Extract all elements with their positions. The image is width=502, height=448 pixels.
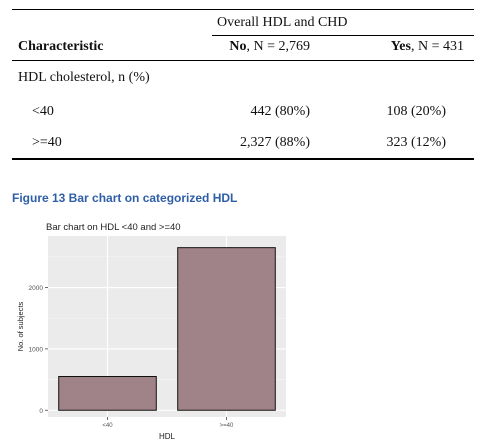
- bar: [177, 247, 276, 411]
- y-tick-label: 0: [39, 408, 43, 415]
- header-no: No, N = 2,769: [110, 39, 310, 55]
- y-tick-label: 2000: [29, 285, 44, 292]
- x-tick-label: <40: [102, 423, 113, 429]
- header-characteristic: Characteristic: [18, 39, 104, 54]
- table-spanner: Overall HDL and CHD: [217, 15, 348, 30]
- bar: [58, 376, 157, 411]
- table-top-rule: [12, 9, 474, 10]
- row-label: <40: [32, 104, 54, 119]
- table-bottom-rule: [12, 158, 474, 160]
- header-no-count: , N = 2,769: [246, 39, 310, 54]
- row-no-value: 442 (80%): [250, 104, 311, 119]
- spanner-rule: [212, 35, 474, 36]
- header-rule: [12, 60, 474, 61]
- y-tick-label: 1000: [29, 346, 44, 353]
- header-yes-count: , N = 431: [410, 39, 464, 54]
- header-no-label: No: [229, 39, 247, 54]
- header-yes-label: Yes: [390, 39, 411, 54]
- group-label: HDL cholesterol, n (%): [18, 70, 150, 85]
- row-label: >=40: [32, 135, 62, 150]
- row-yes-value: 108 (20%): [386, 104, 447, 119]
- figure-caption: Figure 13 Bar chart on categorized HDL: [12, 191, 238, 205]
- row-no-value: 2,327 (88%): [240, 135, 310, 150]
- x-axis-label: HDL: [159, 432, 176, 440]
- chart-title: Bar chart on HDL <40 and >=40: [46, 222, 181, 233]
- y-axis-label: No. of subjects: [16, 301, 25, 351]
- x-tick-label: >=40: [220, 423, 234, 429]
- row-yes-value: 323 (12%): [386, 135, 447, 150]
- bar-chart-svg: Bar chart on HDL <40 and >=40 0 1000 2000 <4…: [16, 222, 286, 440]
- bar-chart: Bar chart on HDL <40 and >=40 0 1000 2000 <4…: [8, 214, 298, 440]
- header-yes: Yes, N = 431: [324, 39, 464, 55]
